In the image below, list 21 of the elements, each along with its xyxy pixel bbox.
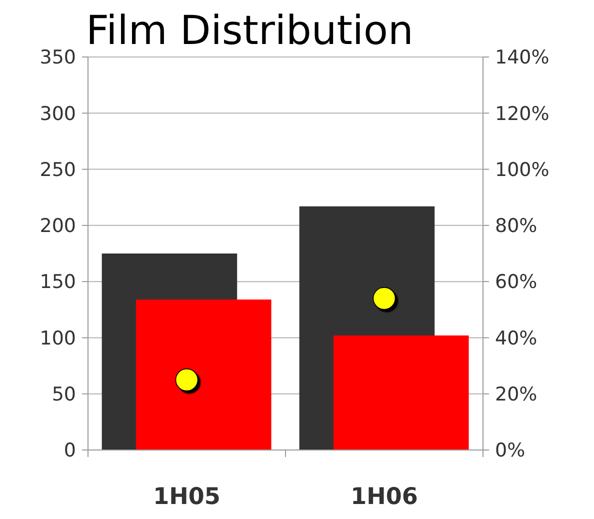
y2-tick-label: 60% [495, 271, 538, 294]
x-tick-label: 1H05 [153, 484, 220, 510]
y-tick-label: 150 [40, 271, 76, 294]
x-tick-label: 1H06 [350, 484, 418, 510]
y-tick-label: 300 [40, 102, 76, 125]
y-tick-label: 0 [64, 440, 76, 462]
y-tick-label: 100 [40, 327, 76, 350]
chart-title: Film Distribution [86, 8, 414, 54]
y-tick-label: 200 [40, 215, 76, 238]
y-tick-label: 50 [52, 384, 76, 406]
y2-tick-label: 80% [495, 215, 538, 238]
y-tick-label: 250 [40, 158, 76, 181]
y2-tick-label: 120% [495, 102, 550, 125]
y2-tick-label: 20% [495, 384, 538, 406]
bar [333, 335, 469, 450]
y2-tick-label: 140% [495, 46, 550, 69]
y2-tick-label: 40% [495, 327, 538, 350]
y2-tick-label: 100% [495, 158, 550, 181]
y2-tick-label: 0% [495, 440, 526, 462]
bar [136, 300, 272, 450]
y-tick-label: 350 [40, 46, 76, 69]
